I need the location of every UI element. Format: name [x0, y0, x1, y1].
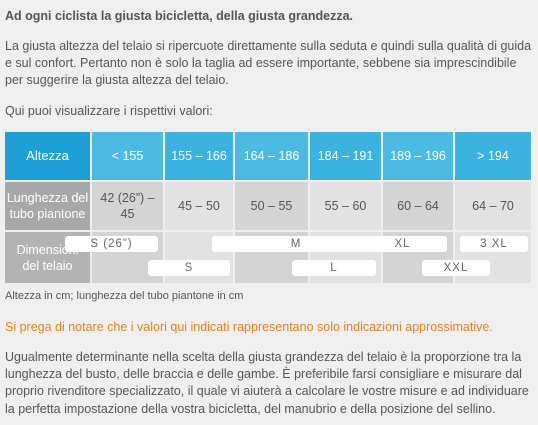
size-pill: XXL [422, 260, 490, 276]
value-cell: 55 – 60 [310, 182, 381, 230]
value-cell: 64 – 70 [455, 182, 531, 230]
outro-line: lunghezza del busto, delle braccia e del… [5, 367, 522, 381]
size-pill: M [212, 236, 380, 252]
outro-line: la perfetta impostazione della vostra bi… [5, 402, 496, 416]
value-cell: 42 (26”) – 45 [92, 182, 163, 230]
label-line: del telaio [22, 258, 73, 273]
size-pill: XL [358, 236, 447, 252]
heading: Ad ogni ciclista la giusta bicicletta, d… [5, 9, 354, 23]
size-pill: S (26”) [65, 236, 158, 252]
header-cell: 189 – 196 [383, 132, 453, 180]
intro-line: e sul confort. Pertanto non è solo la ta… [5, 56, 517, 70]
size-pill: 3 XL [460, 236, 528, 252]
header-cell: Altezza [5, 132, 90, 180]
header-cell: < 155 [92, 132, 163, 180]
outro-line: Ugualmente determinante nella scelta del… [5, 350, 522, 364]
note: Si prega di notare che i valori qui indi… [5, 320, 493, 334]
header-cell: 155 – 166 [165, 132, 233, 180]
header-cell: 164 – 186 [235, 132, 308, 180]
row-label: Dimensioni del telaio [5, 232, 90, 283]
lead: Qui puoi visualizzare i rispettivi valor… [5, 104, 213, 118]
intro-line: per suggerire la giusta altezza del tela… [5, 73, 229, 87]
value-cell: 50 – 55 [235, 182, 308, 230]
header-cell: > 194 [455, 132, 531, 180]
outro-line: proprio rivenditore specializzato, il qu… [5, 384, 529, 398]
value-cell: 45 – 50 [165, 182, 233, 230]
row-label: Lunghezza del tubo piantone [5, 182, 90, 230]
caption: Altezza in cm; lunghezza del tubo pianto… [5, 290, 244, 302]
value-cell: 60 – 64 [383, 182, 453, 230]
size-pill: L [292, 260, 376, 276]
label-line: Lunghezza del [6, 191, 89, 205]
label-line: Dimensioni [16, 242, 79, 257]
label-line: tubo piantone [9, 207, 86, 221]
intro-line: La giusta altezza del telaio si ripercuo… [5, 39, 532, 53]
header-cell: 184 – 191 [310, 132, 381, 180]
size-pill: S [148, 260, 230, 276]
